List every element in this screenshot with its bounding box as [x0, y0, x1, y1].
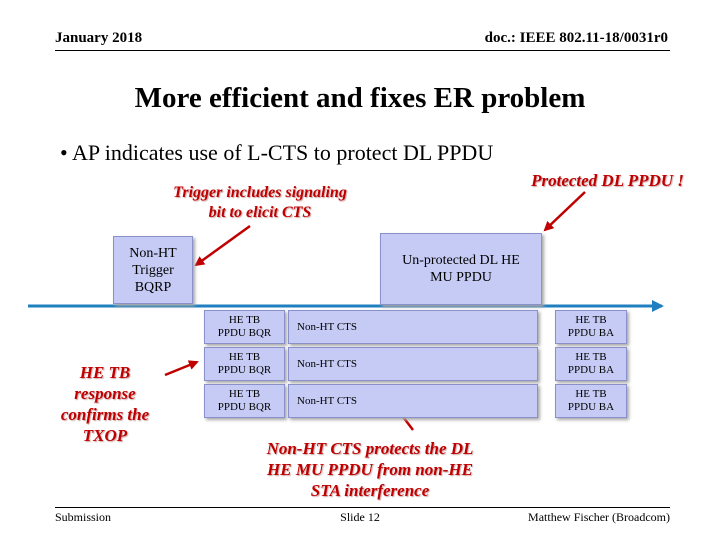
cts-box: Non-HT CTS — [288, 310, 538, 344]
ba-box: HE TB PPDU BA — [555, 384, 627, 418]
protected-note: Protected DL PPDU ! — [531, 171, 684, 190]
response-note: HE TB response confirms the TXOP — [60, 363, 150, 445]
cts-box: Non-HT CTS — [288, 347, 538, 381]
bqr-box: HE TB PPDU BQR — [204, 310, 285, 344]
response-note-arrow — [164, 360, 199, 377]
bqr-box: HE TB PPDU BQR — [204, 384, 285, 418]
header-date: January 2018 — [55, 30, 143, 46]
ba-box: HE TB PPDU BA — [555, 310, 627, 344]
bullet-point: • AP indicates use of L-CTS to protect D… — [60, 140, 494, 165]
protected-note-arrow — [543, 191, 586, 232]
header-doc: doc.: IEEE 802.11-18/0031r0 — [484, 30, 668, 46]
trigger-note: Trigger includes signaling bit to elicit… — [173, 184, 347, 221]
trigger-note-arrow — [194, 224, 251, 267]
trigger-bqrp-box: Non-HT Trigger BQRP — [113, 236, 193, 304]
header-rule — [55, 50, 670, 51]
ba-box: HE TB PPDU BA — [555, 347, 627, 381]
cts-box: Non-HT CTS — [288, 384, 538, 418]
mu-ppdu-box: Un-protected DL HE MU PPDU — [380, 233, 542, 305]
footer-submission: Submission — [55, 510, 112, 524]
footer-author: Matthew Fischer (Broadcom) — [528, 510, 670, 524]
footer-slide-number: Slide 12 — [340, 510, 380, 524]
bqr-box: HE TB PPDU BQR — [204, 347, 285, 381]
slide-title: More efficient and fixes ER problem — [134, 82, 586, 114]
cts-note: Non-HT CTS protects the DL HE MU PPDU fr… — [266, 439, 474, 500]
footer-rule — [55, 507, 670, 508]
